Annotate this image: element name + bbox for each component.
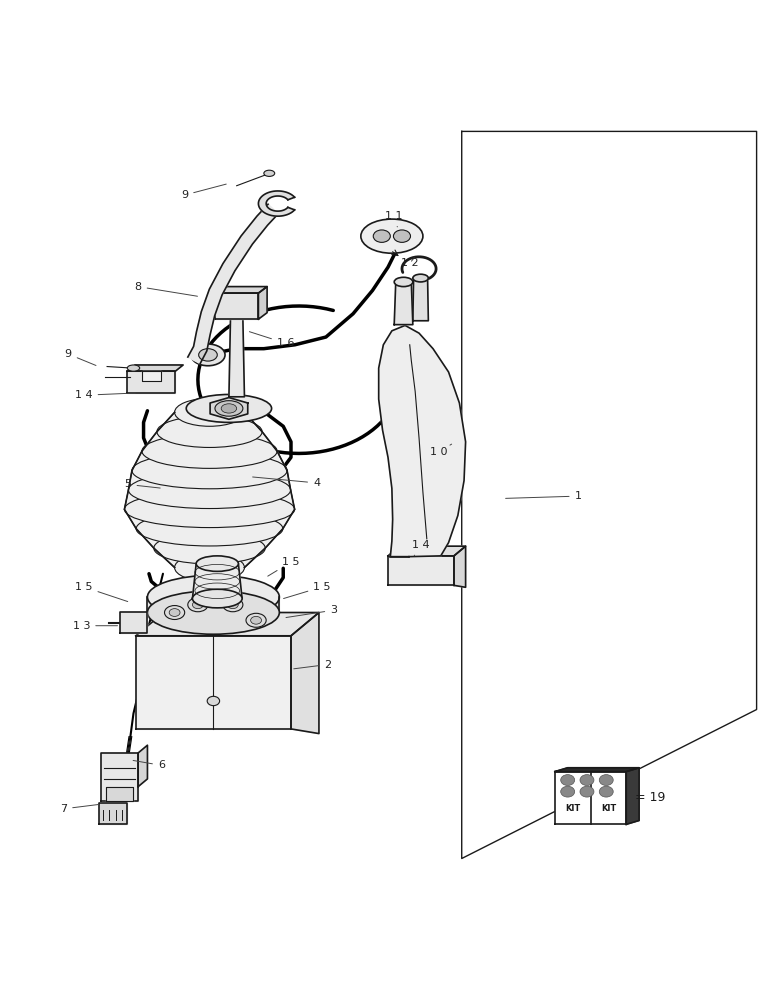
Ellipse shape xyxy=(246,613,266,627)
Ellipse shape xyxy=(191,344,225,366)
Text: KIT: KIT xyxy=(565,804,580,813)
Ellipse shape xyxy=(227,601,238,609)
Text: 9: 9 xyxy=(181,184,227,200)
Text: 1 0: 1 0 xyxy=(430,444,452,457)
Ellipse shape xyxy=(192,601,203,609)
Text: 4: 4 xyxy=(253,477,320,488)
Ellipse shape xyxy=(264,170,275,176)
Text: 1 2: 1 2 xyxy=(401,258,418,268)
Ellipse shape xyxy=(599,775,613,785)
Ellipse shape xyxy=(169,609,180,616)
Polygon shape xyxy=(188,204,279,364)
Text: 1 1: 1 1 xyxy=(386,211,403,227)
Ellipse shape xyxy=(199,349,217,361)
Ellipse shape xyxy=(394,277,413,287)
Ellipse shape xyxy=(580,775,594,785)
Text: 3: 3 xyxy=(286,605,338,618)
Text: 1 4: 1 4 xyxy=(75,390,135,400)
Polygon shape xyxy=(101,753,138,801)
Polygon shape xyxy=(127,371,175,393)
Ellipse shape xyxy=(196,556,238,571)
Polygon shape xyxy=(258,191,295,216)
Text: 1 5: 1 5 xyxy=(268,557,300,576)
Text: 2: 2 xyxy=(294,660,331,670)
Polygon shape xyxy=(229,319,244,397)
Text: 7: 7 xyxy=(60,804,98,814)
Ellipse shape xyxy=(599,786,613,797)
Ellipse shape xyxy=(188,598,208,612)
Ellipse shape xyxy=(142,434,277,468)
Ellipse shape xyxy=(580,786,594,797)
Polygon shape xyxy=(210,398,248,419)
Ellipse shape xyxy=(207,696,220,706)
Ellipse shape xyxy=(175,554,244,581)
Polygon shape xyxy=(215,293,258,319)
Polygon shape xyxy=(215,287,267,293)
Polygon shape xyxy=(388,546,466,556)
Ellipse shape xyxy=(165,606,185,620)
Text: 9: 9 xyxy=(64,349,96,365)
Ellipse shape xyxy=(561,786,575,797)
Polygon shape xyxy=(388,556,454,585)
Polygon shape xyxy=(136,613,319,636)
Text: 1 6: 1 6 xyxy=(249,332,294,348)
Text: = 19: = 19 xyxy=(635,791,665,804)
Polygon shape xyxy=(555,772,626,824)
Ellipse shape xyxy=(251,616,262,624)
Polygon shape xyxy=(124,412,295,568)
Ellipse shape xyxy=(223,598,243,612)
Ellipse shape xyxy=(175,398,244,426)
Polygon shape xyxy=(136,636,291,729)
Ellipse shape xyxy=(157,416,262,447)
Ellipse shape xyxy=(393,230,411,242)
Ellipse shape xyxy=(132,452,287,489)
Text: 6: 6 xyxy=(133,760,165,770)
Polygon shape xyxy=(138,745,147,787)
Polygon shape xyxy=(106,787,133,801)
Polygon shape xyxy=(555,768,639,772)
Polygon shape xyxy=(291,613,319,734)
Ellipse shape xyxy=(186,394,272,422)
Polygon shape xyxy=(258,287,267,319)
Polygon shape xyxy=(127,365,183,371)
Ellipse shape xyxy=(137,511,282,546)
Polygon shape xyxy=(147,597,279,613)
Polygon shape xyxy=(413,278,428,321)
Polygon shape xyxy=(192,564,242,599)
Ellipse shape xyxy=(373,230,390,242)
Text: 1 5: 1 5 xyxy=(283,582,331,599)
Text: 1 3: 1 3 xyxy=(73,621,117,631)
Ellipse shape xyxy=(192,589,242,608)
Polygon shape xyxy=(120,612,147,633)
Text: 5: 5 xyxy=(124,479,160,489)
Ellipse shape xyxy=(127,365,140,371)
Polygon shape xyxy=(394,282,413,325)
Ellipse shape xyxy=(215,401,243,416)
Ellipse shape xyxy=(413,274,428,282)
Ellipse shape xyxy=(128,471,290,509)
Polygon shape xyxy=(379,325,466,557)
Text: 8: 8 xyxy=(134,282,197,296)
Text: 1: 1 xyxy=(506,491,582,501)
Ellipse shape xyxy=(147,575,279,619)
Text: 1 5: 1 5 xyxy=(75,582,128,602)
Polygon shape xyxy=(626,768,639,824)
Ellipse shape xyxy=(221,404,237,413)
Text: KIT: KIT xyxy=(601,804,616,813)
Polygon shape xyxy=(454,546,466,587)
Ellipse shape xyxy=(561,775,575,785)
Polygon shape xyxy=(99,803,127,824)
Ellipse shape xyxy=(154,532,265,564)
Ellipse shape xyxy=(361,219,423,253)
Text: 1 4: 1 4 xyxy=(412,540,429,556)
Ellipse shape xyxy=(124,491,295,528)
Polygon shape xyxy=(142,371,161,381)
Ellipse shape xyxy=(147,591,279,634)
